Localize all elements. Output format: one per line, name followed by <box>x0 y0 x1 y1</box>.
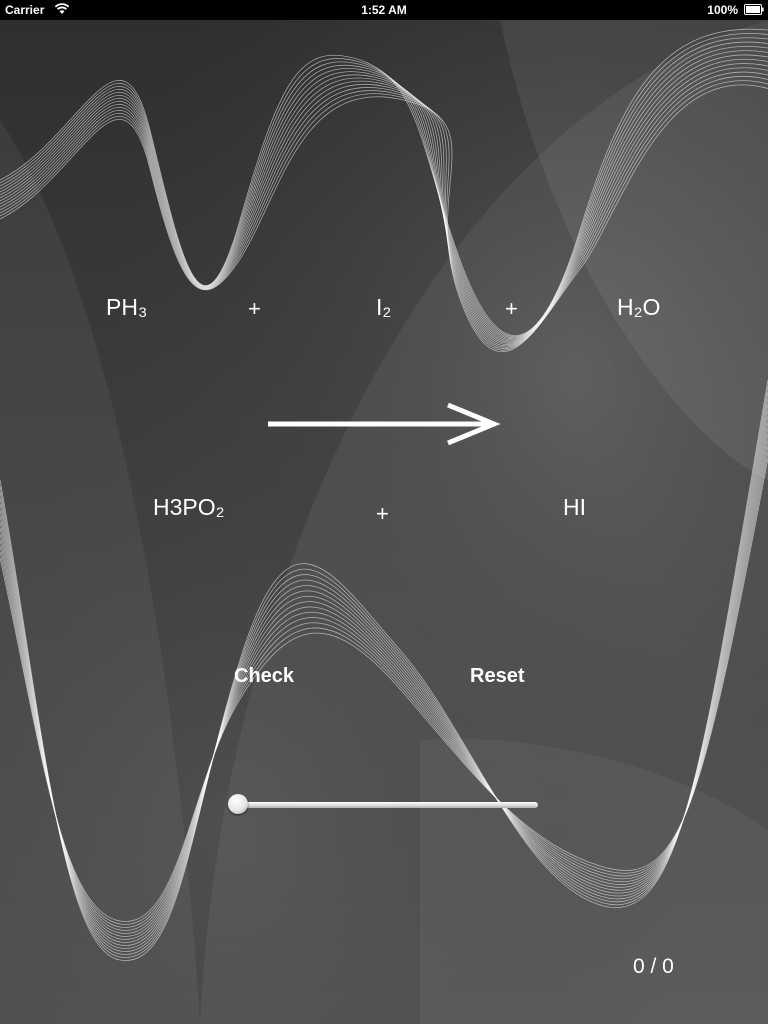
wifi-icon <box>54 3 70 14</box>
product-hi[interactable]: HI <box>563 494 586 520</box>
status-bar: Carrier 1:52 AM 100% <box>0 0 768 20</box>
battery-icon <box>744 4 764 15</box>
reaction-arrow-icon <box>268 402 501 446</box>
battery-percent: 100% <box>707 3 738 17</box>
background-wave-art <box>0 20 768 1024</box>
plus-sign: + <box>248 296 261 321</box>
slider-track[interactable] <box>236 802 538 808</box>
reactant-h2o[interactable]: H₂O <box>617 294 661 320</box>
plus-sign: + <box>376 501 389 526</box>
status-time: 1:52 AM <box>361 3 407 17</box>
product-h3po2[interactable]: H3PO₂ <box>153 494 225 520</box>
slider-thumb[interactable] <box>228 794 248 814</box>
carrier-label: Carrier <box>5 3 45 17</box>
level-slider[interactable] <box>226 792 542 818</box>
plus-sign: + <box>505 296 518 321</box>
reset-button[interactable]: Reset <box>470 665 525 687</box>
score-counter: 0 / 0 <box>633 955 674 978</box>
reactant-i2[interactable]: I₂ <box>376 294 392 320</box>
reactant-ph3[interactable]: PH₃ <box>106 294 148 320</box>
check-button[interactable]: Check <box>234 665 295 687</box>
